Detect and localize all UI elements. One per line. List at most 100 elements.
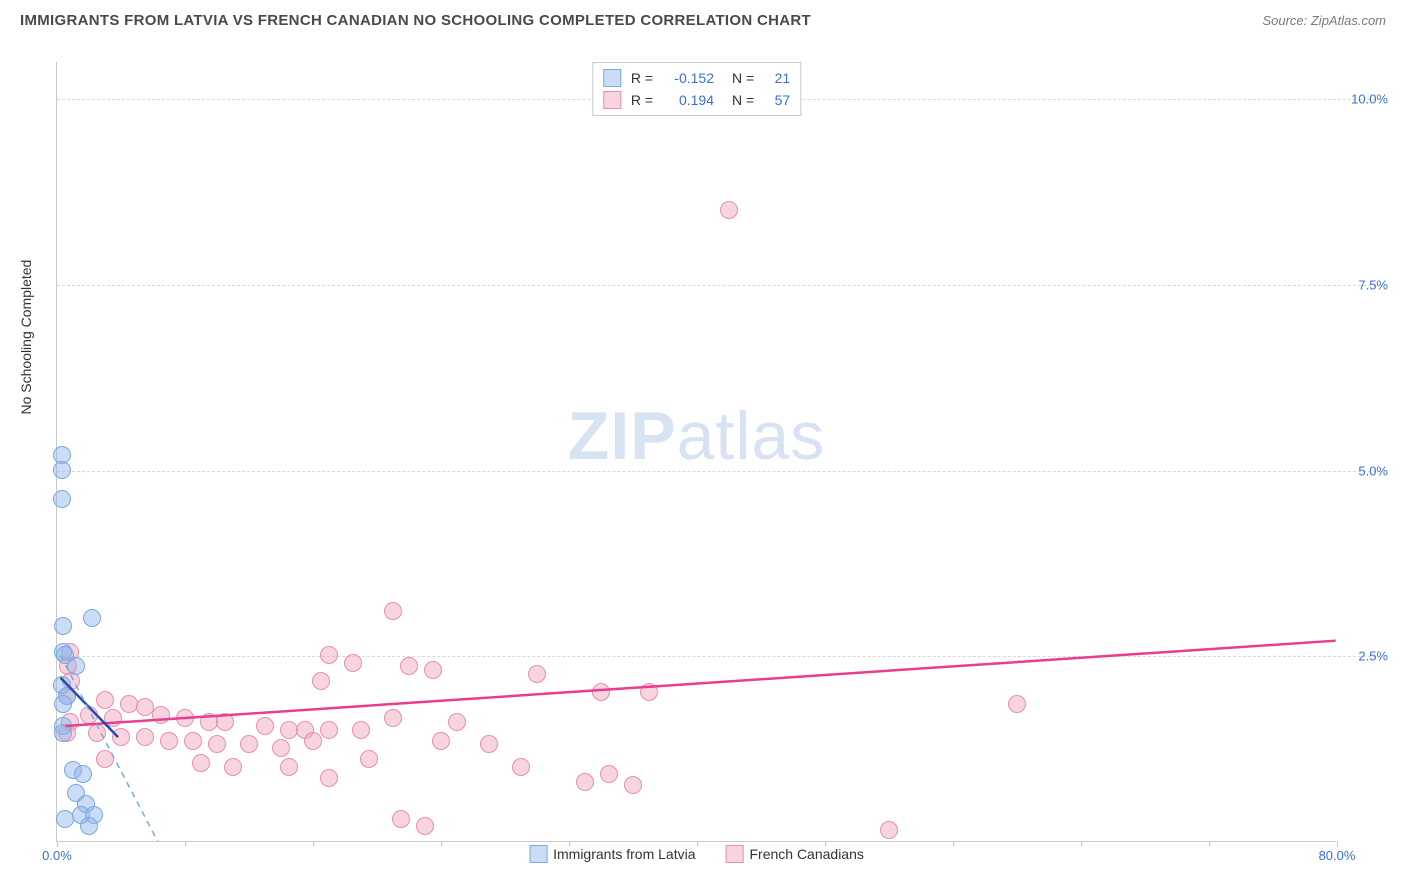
- y-tick-label: 5.0%: [1358, 463, 1388, 478]
- x-tick: [697, 841, 698, 847]
- watermark-part1: ZIP: [568, 398, 677, 474]
- y-tick-label: 2.5%: [1358, 649, 1388, 664]
- x-tick: [569, 841, 570, 847]
- data-point-french: [384, 602, 402, 620]
- data-point-french: [360, 750, 378, 768]
- swatch-french: [725, 845, 743, 863]
- gridline: [57, 471, 1376, 472]
- data-point-french: [208, 735, 226, 753]
- data-point-french: [592, 683, 610, 701]
- data-point-french: [216, 713, 234, 731]
- plot-area: ZIPatlas R = -0.152 N = 21 R = 0.194 N =…: [56, 62, 1336, 842]
- data-point-latvia: [53, 490, 71, 508]
- legend-label-french: French Canadians: [749, 846, 863, 862]
- legend-row-french: R = 0.194 N = 57: [603, 89, 790, 111]
- x-tick: [1209, 841, 1210, 847]
- data-point-french: [400, 657, 418, 675]
- data-point-french: [240, 735, 258, 753]
- data-point-french: [272, 739, 290, 757]
- data-point-latvia: [83, 609, 101, 627]
- data-point-french: [320, 646, 338, 664]
- r-value-latvia: -0.152: [659, 70, 714, 86]
- legend-item-french: French Canadians: [725, 845, 863, 863]
- x-tick: [953, 841, 954, 847]
- n-label: N =: [732, 70, 754, 86]
- x-tick: [1337, 841, 1338, 847]
- x-tick: [57, 841, 58, 847]
- data-point-french: [256, 717, 274, 735]
- data-point-french: [320, 769, 338, 787]
- x-tick-label: 0.0%: [42, 848, 72, 863]
- x-tick: [313, 841, 314, 847]
- watermark: ZIPatlas: [568, 397, 825, 475]
- y-axis-label: No Schooling Completed: [18, 259, 34, 414]
- gridline: [57, 656, 1376, 657]
- chart-title: IMMIGRANTS FROM LATVIA VS FRENCH CANADIA…: [20, 12, 811, 29]
- x-tick: [185, 841, 186, 847]
- data-point-latvia: [74, 765, 92, 783]
- data-point-latvia: [80, 817, 98, 835]
- source-attribution: Source: ZipAtlas.com: [1262, 13, 1386, 28]
- n-label: N =: [732, 92, 754, 108]
- data-point-french: [224, 758, 242, 776]
- data-point-french: [528, 665, 546, 683]
- correlation-legend: R = -0.152 N = 21 R = 0.194 N = 57: [592, 62, 801, 116]
- data-point-french: [624, 776, 642, 794]
- data-point-french: [184, 732, 202, 750]
- data-point-latvia: [56, 810, 74, 828]
- n-value-latvia: 21: [760, 70, 790, 86]
- swatch-latvia: [529, 845, 547, 863]
- data-point-latvia: [54, 724, 72, 742]
- data-point-french: [160, 732, 178, 750]
- data-point-latvia: [54, 695, 72, 713]
- chart-container: No Schooling Completed ZIPatlas R = -0.1…: [20, 40, 1386, 865]
- x-tick: [1081, 841, 1082, 847]
- data-point-french: [320, 721, 338, 739]
- data-point-french: [512, 758, 530, 776]
- data-point-french: [136, 728, 154, 746]
- swatch-latvia: [603, 69, 621, 87]
- data-point-latvia: [67, 657, 85, 675]
- n-value-french: 57: [760, 92, 790, 108]
- data-point-french: [392, 810, 410, 828]
- data-point-french: [432, 732, 450, 750]
- data-point-french: [1008, 695, 1026, 713]
- data-point-french: [416, 817, 434, 835]
- data-point-latvia: [54, 617, 72, 635]
- trendlines-layer: [57, 62, 1336, 841]
- data-point-french: [80, 706, 98, 724]
- data-point-french: [96, 691, 114, 709]
- y-tick-label: 10.0%: [1351, 92, 1388, 107]
- swatch-french: [603, 91, 621, 109]
- data-point-french: [192, 754, 210, 772]
- data-point-latvia: [53, 461, 71, 479]
- data-point-french: [880, 821, 898, 839]
- data-point-french: [720, 201, 738, 219]
- watermark-part2: atlas: [677, 398, 826, 474]
- data-point-french: [152, 706, 170, 724]
- legend-label-latvia: Immigrants from Latvia: [553, 846, 695, 862]
- r-label: R =: [631, 70, 653, 86]
- data-point-french: [304, 732, 322, 750]
- data-point-french: [384, 709, 402, 727]
- data-point-french: [448, 713, 466, 731]
- data-point-french: [640, 683, 658, 701]
- data-point-french: [104, 709, 122, 727]
- data-point-french: [280, 758, 298, 776]
- x-tick-label: 80.0%: [1319, 848, 1356, 863]
- y-tick-label: 7.5%: [1358, 277, 1388, 292]
- data-point-french: [96, 750, 114, 768]
- data-point-french: [480, 735, 498, 753]
- data-point-french: [600, 765, 618, 783]
- r-label: R =: [631, 92, 653, 108]
- data-point-french: [88, 724, 106, 742]
- gridline: [57, 285, 1376, 286]
- data-point-french: [424, 661, 442, 679]
- series-legend: Immigrants from Latvia French Canadians: [529, 845, 864, 863]
- r-value-french: 0.194: [659, 92, 714, 108]
- data-point-french: [112, 728, 130, 746]
- data-point-french: [576, 773, 594, 791]
- data-point-french: [120, 695, 138, 713]
- data-point-french: [176, 709, 194, 727]
- legend-row-latvia: R = -0.152 N = 21: [603, 67, 790, 89]
